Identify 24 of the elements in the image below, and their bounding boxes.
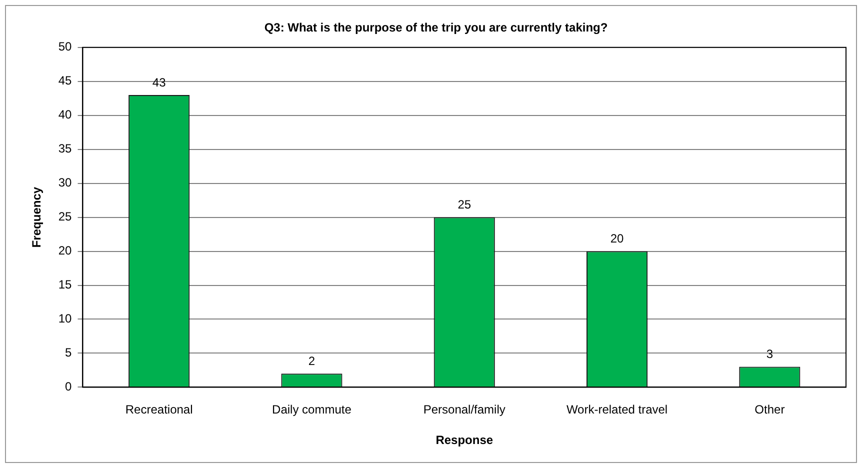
y-tick-label: 30 <box>58 176 72 190</box>
y-tick-label: 45 <box>58 74 72 88</box>
y-tick-label: 25 <box>58 210 72 224</box>
y-tick-label: 10 <box>58 312 72 326</box>
y-tick-label: 0 <box>65 380 72 394</box>
data-label: 43 <box>152 75 166 90</box>
y-tick-label: 15 <box>58 278 72 292</box>
data-label: 25 <box>458 198 472 212</box>
y-tick-label: 50 <box>58 40 72 54</box>
y-tick-label: 40 <box>58 108 72 122</box>
x-tick-label: Daily commute <box>272 402 352 417</box>
x-tick-label: Work-related travel <box>566 402 668 417</box>
y-tick-label: 20 <box>58 244 72 258</box>
x-axis-title: Response <box>436 433 494 448</box>
x-tick-label: Other <box>754 402 785 417</box>
data-label: 2 <box>308 354 316 368</box>
data-label: 3 <box>766 347 774 362</box>
chart-title: Q3: What is the purpose of the trip you are currently taking? <box>264 20 608 35</box>
x-tick-label: Recreational <box>125 402 193 417</box>
y-tick-label: 35 <box>58 142 72 156</box>
x-tick-label: Personal/family <box>423 402 506 417</box>
y-axis-title: Frequency <box>30 186 44 248</box>
data-label: 20 <box>610 232 624 246</box>
y-tick-label: 5 <box>65 346 72 360</box>
